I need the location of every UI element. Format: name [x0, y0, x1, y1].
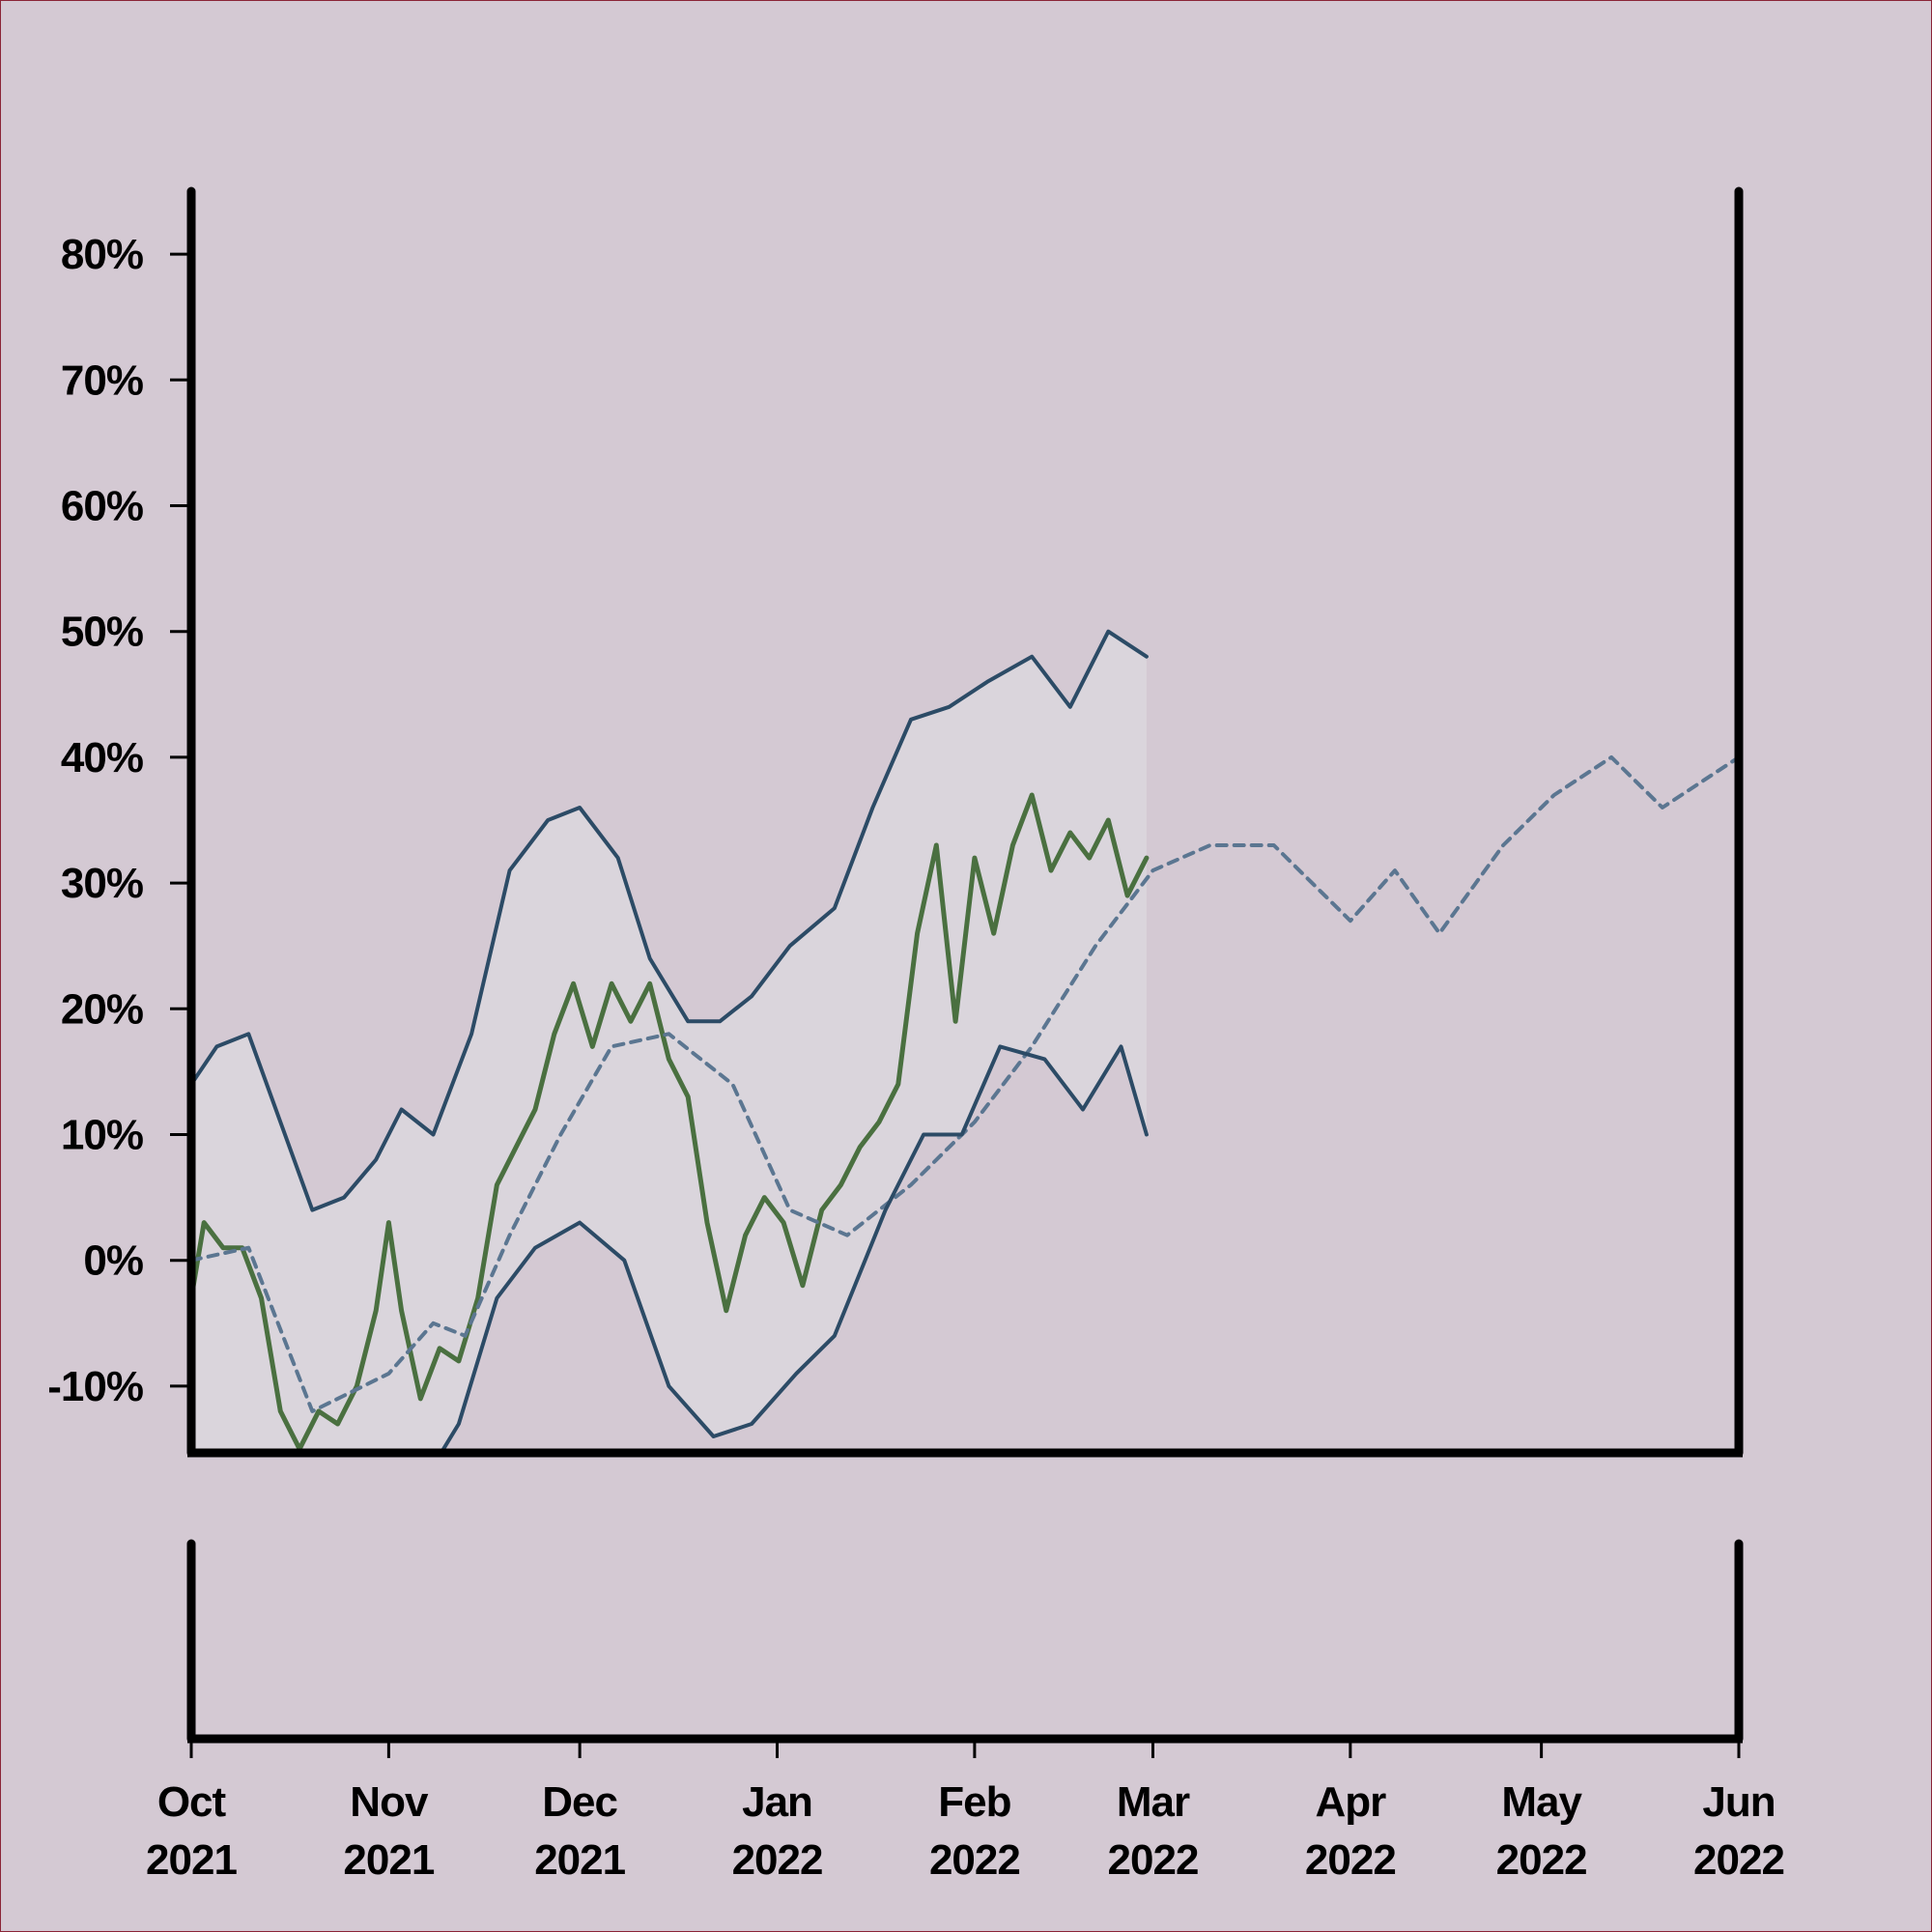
y-tick-label: 70%: [61, 356, 143, 404]
series-layer: [191, 629, 1739, 1449]
series-line-lower-band: [440, 1044, 1149, 1449]
y-tick-label: 20%: [61, 985, 143, 1033]
series-line-moving-average: [191, 754, 1739, 1413]
x-tick-month-label: Nov: [350, 1778, 429, 1826]
x-tick-year-label: 2022: [732, 1836, 823, 1884]
y-tick-label: 30%: [61, 860, 143, 907]
series-line-upper-band: [191, 629, 1149, 1212]
band-fill: [191, 631, 1147, 1449]
x-tick-year-label: 2022: [1108, 1836, 1199, 1884]
x-tick-year-label: 2022: [1693, 1836, 1784, 1884]
x-tick-year-label: 2021: [343, 1836, 434, 1884]
volume-bars: [186, 1539, 1744, 1744]
x-tick-month-label: Mar: [1117, 1778, 1190, 1826]
y-tick-label: -10%: [47, 1363, 143, 1410]
y-tick-label: 60%: [61, 483, 143, 530]
y-tick-label: 50%: [61, 609, 143, 656]
axes-layer: [186, 186, 1744, 1458]
x-tick-month-label: May: [1501, 1778, 1582, 1826]
y-tick-label: 40%: [61, 734, 143, 781]
x-tick-year-label: 2022: [1496, 1836, 1587, 1884]
x-tick-month-label: Jun: [1702, 1778, 1775, 1826]
x-tick-month-label: Feb: [938, 1778, 1010, 1826]
x-axis-ticks: Oct 2021 Nov 2021 Dec 2021 Jan 2022 Feb 2022 Mar 20…: [146, 1739, 1785, 1884]
series-line-value: [191, 792, 1150, 1449]
x-tick-month-label: Dec: [542, 1778, 617, 1826]
x-tick-year-label: 2021: [534, 1836, 625, 1884]
band-layer: [191, 631, 1147, 1449]
x-tick-year-label: 2022: [1305, 1836, 1396, 1884]
y-tick-label: 0%: [83, 1237, 143, 1285]
y-axis-ticks: -10% 0% 10% 20% 30% 40% 50% 60% 70% 80%: [47, 231, 191, 1410]
x-tick-month-label: Apr: [1315, 1778, 1386, 1826]
x-tick-month-label: Jan: [742, 1778, 812, 1826]
x-tick-year-label: 2021: [146, 1836, 237, 1884]
y-tick-label: 10%: [61, 1112, 143, 1159]
x-tick-month-label: Oct: [157, 1778, 227, 1826]
y-tick-label: 80%: [61, 231, 143, 278]
x-tick-year-label: 2022: [929, 1836, 1020, 1884]
